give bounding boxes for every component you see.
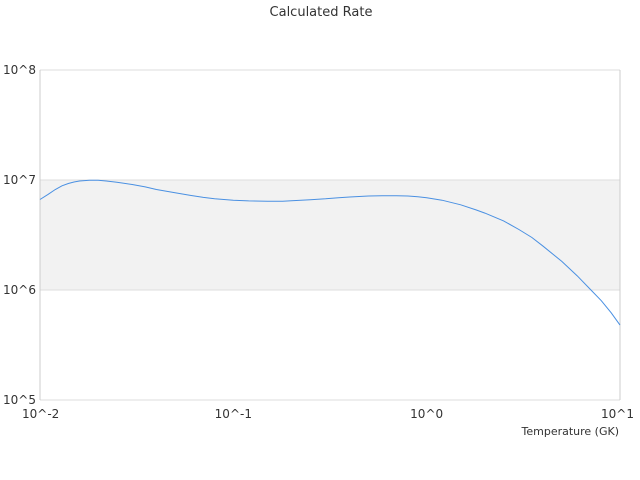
y-tick-label: 10^8 [3,63,36,77]
rate-series-line [39,179,621,326]
band-rect [40,180,620,290]
y-tick-label: 10^5 [3,393,36,407]
x-tick-label: 10^1 [601,407,634,421]
x-tick-label: 10^-2 [22,407,59,421]
x-axis-label: Temperature (GK) [521,425,620,438]
x-tick-label: 10^-1 [215,407,252,421]
y-tick-label: 10^7 [3,173,36,187]
y-tick-label: 10^6 [3,283,36,297]
x-tick-label: 10^0 [410,407,443,421]
grid-lines [39,69,621,401]
series-layer [39,179,621,326]
shaded-band [40,180,620,290]
x-tick-labels: 10^-2 10^-1 10^0 10^1 [22,407,634,421]
chart-title: Calculated Rate [270,5,373,20]
y-tick-labels: 10^5 10^6 10^7 10^8 [3,63,36,407]
